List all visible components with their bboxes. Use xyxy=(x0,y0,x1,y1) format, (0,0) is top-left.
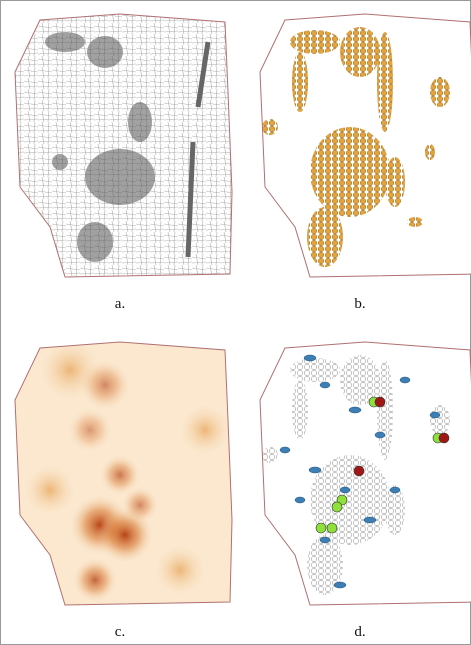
panel-label: c. xyxy=(115,624,125,640)
panel-b-map xyxy=(260,14,471,277)
panel-label: a. xyxy=(115,296,125,312)
panel-c-heatmap xyxy=(15,340,232,605)
panel-a-map xyxy=(10,12,240,282)
figure: a. b. c. xyxy=(0,0,471,645)
panel-d-map xyxy=(260,342,471,605)
panel-label: b. xyxy=(354,296,365,312)
panel-label: d. xyxy=(354,624,365,640)
page: a. b. c. xyxy=(0,0,471,645)
